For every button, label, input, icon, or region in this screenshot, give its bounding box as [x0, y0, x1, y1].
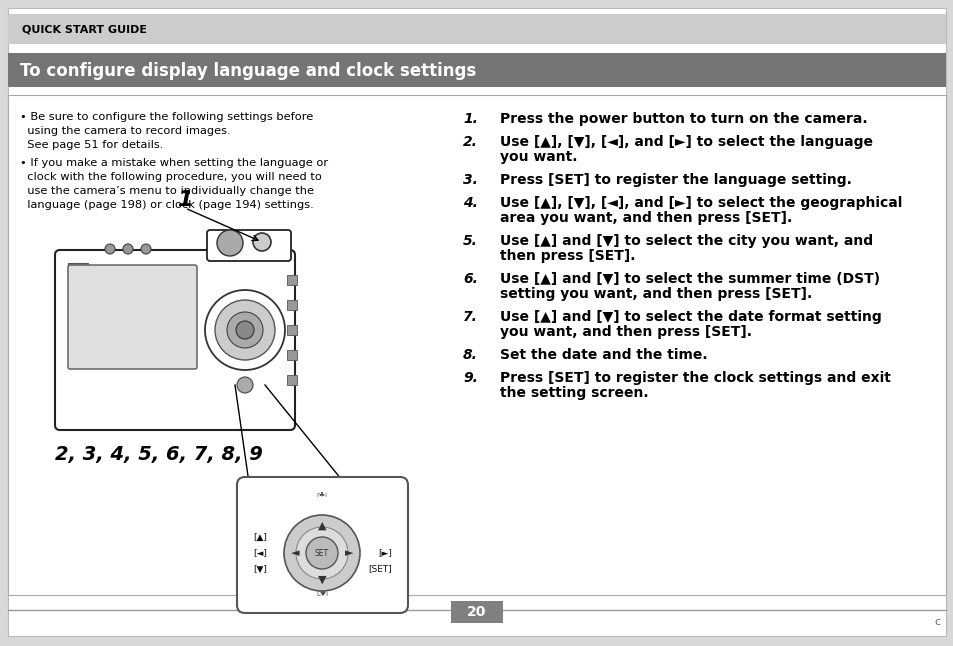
Text: 8.: 8. — [462, 348, 477, 362]
Text: [◄]: [◄] — [253, 548, 267, 557]
Circle shape — [123, 244, 132, 254]
Text: 20: 20 — [467, 605, 486, 619]
Circle shape — [253, 233, 271, 251]
Text: ▲: ▲ — [317, 521, 326, 531]
Text: 2.: 2. — [462, 135, 477, 149]
Circle shape — [227, 312, 263, 348]
Text: [►]: [►] — [377, 548, 392, 557]
Bar — [287, 300, 296, 310]
Circle shape — [214, 300, 274, 360]
Text: area you want, and then press [SET].: area you want, and then press [SET]. — [499, 211, 791, 225]
Text: Use [▲] and [▼] to select the date format setting: Use [▲] and [▼] to select the date forma… — [499, 310, 881, 324]
Circle shape — [216, 230, 243, 256]
Bar — [287, 375, 296, 385]
FancyBboxPatch shape — [236, 477, 408, 613]
Text: 1: 1 — [177, 190, 193, 210]
Text: 5.: 5. — [462, 234, 477, 248]
Text: Press [SET] to register the clock settings and exit: Press [SET] to register the clock settin… — [499, 371, 890, 385]
Text: clock with the following procedure, you will need to: clock with the following procedure, you … — [20, 172, 321, 182]
Text: • If you make a mistake when setting the language or: • If you make a mistake when setting the… — [20, 158, 328, 168]
Text: 4.: 4. — [462, 196, 477, 210]
Text: 3.: 3. — [462, 173, 477, 187]
Circle shape — [205, 290, 285, 370]
Text: you want.: you want. — [499, 150, 577, 164]
Bar — [8, 14, 945, 44]
Text: Press the power button to turn on the camera.: Press the power button to turn on the ca… — [499, 112, 866, 126]
Bar — [287, 275, 296, 285]
Text: 6.: 6. — [462, 272, 477, 286]
Text: ►: ► — [344, 548, 353, 558]
Text: use the camera’s menu to individually change the: use the camera’s menu to individually ch… — [20, 186, 314, 196]
Text: [▲]: [▲] — [253, 532, 267, 541]
Circle shape — [306, 537, 337, 569]
Text: language (page 198) or clock (page 194) settings.: language (page 198) or clock (page 194) … — [20, 200, 314, 210]
Text: 2, 3, 4, 5, 6, 7, 8, 9: 2, 3, 4, 5, 6, 7, 8, 9 — [55, 445, 263, 464]
Bar — [68, 280, 82, 302]
Bar — [287, 350, 296, 360]
Text: QUICK START GUIDE: QUICK START GUIDE — [22, 25, 147, 35]
Text: Use [▲], [▼], [◄], and [►] to select the language: Use [▲], [▼], [◄], and [►] to select the… — [499, 135, 872, 149]
Text: setting you want, and then press [SET].: setting you want, and then press [SET]. — [499, 287, 811, 301]
Circle shape — [141, 244, 151, 254]
Bar — [8, 95, 945, 595]
Text: c: c — [933, 617, 939, 627]
Text: Use [▲] and [▼] to select the summer time (DST): Use [▲] and [▼] to select the summer tim… — [499, 272, 880, 286]
Text: Use [▲], [▼], [◄], and [►] to select the geographical: Use [▲], [▼], [◄], and [►] to select the… — [499, 196, 902, 210]
Text: [SET]: [SET] — [368, 565, 392, 574]
Text: Set the date and the time.: Set the date and the time. — [499, 348, 707, 362]
FancyBboxPatch shape — [68, 265, 196, 369]
Text: L♥ı: L♥ı — [315, 591, 328, 597]
Text: 1.: 1. — [462, 112, 477, 126]
Text: Press [SET] to register the language setting.: Press [SET] to register the language set… — [499, 173, 851, 187]
Bar — [287, 325, 296, 335]
Text: 7.: 7. — [462, 310, 477, 324]
Text: [▼]: [▼] — [253, 565, 267, 574]
Text: • Be sure to configure the following settings before: • Be sure to configure the following set… — [20, 112, 313, 122]
Circle shape — [235, 321, 253, 339]
Text: then press [SET].: then press [SET]. — [499, 249, 635, 263]
Text: using the camera to record images.: using the camera to record images. — [20, 126, 231, 136]
Text: Use [▲] and [▼] to select the city you want, and: Use [▲] and [▼] to select the city you w… — [499, 234, 872, 248]
FancyBboxPatch shape — [207, 230, 291, 261]
Bar — [451, 601, 502, 623]
Text: 9.: 9. — [462, 371, 477, 385]
Circle shape — [295, 527, 348, 579]
Text: ▼: ▼ — [317, 575, 326, 585]
Text: ◄: ◄ — [291, 548, 299, 558]
FancyBboxPatch shape — [55, 250, 294, 430]
Text: the setting screen.: the setting screen. — [499, 386, 648, 400]
Circle shape — [236, 377, 253, 393]
Bar — [68, 263, 88, 275]
Text: r♣ı: r♣ı — [316, 492, 327, 498]
Text: you want, and then press [SET].: you want, and then press [SET]. — [499, 325, 751, 339]
Text: See page 51 for details.: See page 51 for details. — [20, 140, 163, 150]
Text: To configure display language and clock settings: To configure display language and clock … — [20, 62, 476, 80]
Bar — [8, 53, 945, 87]
Circle shape — [284, 515, 359, 591]
Text: SET: SET — [314, 548, 329, 557]
Circle shape — [105, 244, 115, 254]
